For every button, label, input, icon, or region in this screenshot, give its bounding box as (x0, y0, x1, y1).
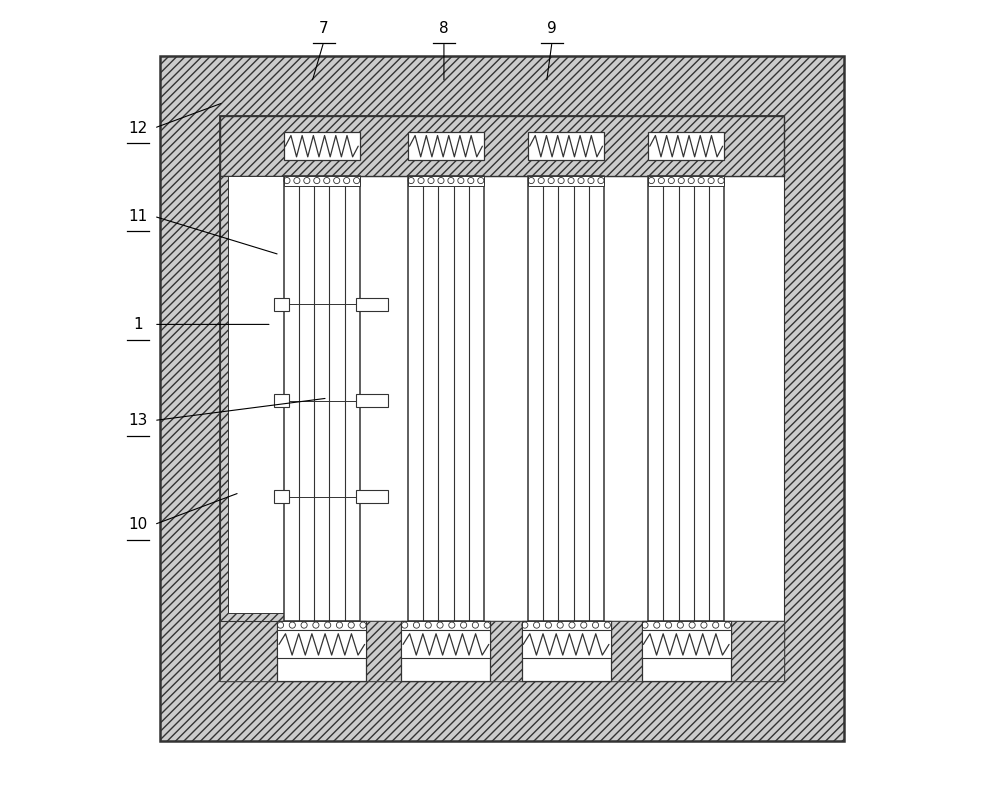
Bar (731, 621, 784, 681)
Bar (522, 630, 611, 658)
Bar (648, 176, 724, 186)
Bar (356, 394, 388, 407)
Bar (220, 621, 642, 681)
Bar (528, 132, 604, 160)
Bar (284, 132, 360, 160)
Text: 11: 11 (128, 209, 148, 223)
Bar (401, 630, 490, 658)
Bar (160, 56, 844, 741)
Bar (220, 176, 784, 621)
Bar (284, 176, 360, 621)
Bar (274, 394, 289, 407)
Text: 9: 9 (547, 21, 557, 35)
Bar (220, 621, 401, 681)
Bar (401, 621, 490, 630)
Bar (648, 176, 724, 621)
Bar (642, 630, 731, 658)
Text: 1: 1 (133, 317, 143, 332)
Bar (277, 630, 366, 658)
Bar (366, 621, 401, 681)
Bar (611, 621, 642, 681)
Bar (277, 621, 366, 630)
Bar (528, 176, 604, 621)
Bar (522, 621, 611, 630)
Bar (528, 176, 604, 186)
Bar (648, 132, 724, 160)
Bar (220, 621, 277, 681)
Bar (408, 176, 484, 186)
Bar (522, 621, 611, 681)
Bar (220, 176, 284, 621)
Bar (401, 621, 490, 681)
Bar (220, 621, 522, 681)
Bar (642, 621, 731, 681)
Bar (408, 132, 484, 160)
Text: 10: 10 (128, 517, 148, 532)
Bar (274, 298, 289, 311)
Text: 12: 12 (128, 121, 148, 135)
Bar (220, 116, 784, 176)
Bar (642, 621, 731, 630)
Bar (220, 621, 784, 681)
Bar (490, 621, 522, 681)
Bar (220, 116, 784, 681)
Text: 8: 8 (439, 21, 449, 35)
Bar (356, 298, 388, 311)
Bar (277, 621, 366, 681)
Bar (274, 490, 289, 503)
Text: 7: 7 (319, 21, 329, 35)
Bar (228, 176, 284, 613)
Bar (356, 490, 388, 503)
Bar (284, 176, 360, 186)
Bar (220, 621, 277, 681)
Text: 13: 13 (128, 413, 148, 428)
Bar (408, 176, 484, 621)
